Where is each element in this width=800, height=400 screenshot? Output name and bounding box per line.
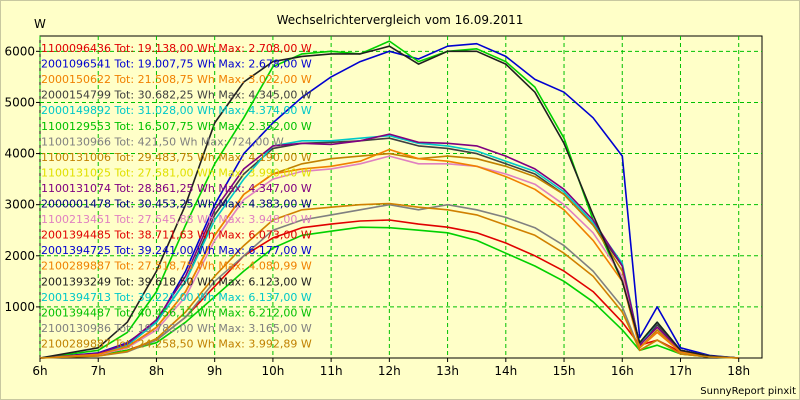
- legend-entry: 2000150622 Tot: 21.508,75 Wh Max: 3.022,…: [41, 73, 312, 86]
- x-tick-label: 11h: [320, 364, 343, 378]
- x-tick-label: 18h: [727, 364, 750, 378]
- legend-entry: 2001393249 Tot: 39.618,50 Wh Max: 6.123,…: [41, 275, 312, 288]
- x-tick-label: 10h: [261, 364, 284, 378]
- legend: 1100096436 Tot: 19.138,00 Wh Max: 2.708,…: [41, 42, 312, 350]
- legend-entry: 1100213451 Tot: 27.545,88 Wh Max: 3.948,…: [41, 213, 312, 226]
- x-tick-label: 17h: [669, 364, 692, 378]
- legend-entry: 2000154799 Tot: 30.682,25 Wh Max: 4.345,…: [41, 89, 312, 102]
- legend-entry: 1100129553 Tot: 16.507,75 Wh Max: 2.352,…: [41, 120, 312, 133]
- x-tick-label: 6h: [32, 364, 47, 378]
- x-tick-label: 16h: [611, 364, 634, 378]
- y-tick-label: 1000: [4, 300, 35, 314]
- x-tick-label: 8h: [149, 364, 164, 378]
- series-group: [39, 40, 739, 359]
- y-tick-label: 5000: [4, 95, 35, 109]
- legend-entry: 2001394487 Tot: 40.456,13 Wh Max: 6.212,…: [41, 306, 312, 319]
- y-tick-label: 4000: [4, 147, 35, 161]
- legend-entry: 2000001478 Tot: 30.453,25 Wh Max: 4.383,…: [41, 198, 312, 211]
- x-tick-label: 14h: [494, 364, 517, 378]
- y-tick-label: 3000: [4, 198, 35, 212]
- series-line-10: [39, 45, 739, 359]
- axes: 6h 7h 8h 9h 10h 11h 12h 13h 14h 15h 16h 17h 18h 1000 2…: [4, 44, 750, 378]
- x-tick-label: 12h: [378, 364, 401, 378]
- legend-entry: 1100131025 Tot: 27.581,00 Wh Max: 3.990,…: [41, 166, 312, 179]
- x-tick-label: 13h: [436, 364, 459, 378]
- legend-entry: 1100130966 Tot: 421,50 Wh Max: 724,00 W: [41, 135, 284, 148]
- legend-entry: 2000149892 Tot: 31.028,00 Wh Max: 4.374,…: [41, 104, 312, 117]
- x-tick-label: 9h: [207, 364, 222, 378]
- footer-credit: SunnyReport pinxit: [700, 386, 796, 397]
- legend-entry: 2100289887 Tot: 27.518,75 Wh Max: 4.080,…: [41, 260, 312, 273]
- grid: [39, 36, 762, 358]
- legend-entry: 1100131006 Tot: 29.483,75 Wh Max: 4.190,…: [41, 151, 312, 164]
- y-axis-label: W: [34, 17, 46, 31]
- y-tick-label: 2000: [4, 249, 35, 263]
- legend-entry: 2100130986 Tot: 19.783,00 Wh Max: 3.165,…: [41, 322, 312, 335]
- series-line-9: [39, 148, 739, 359]
- legend-entry: 2001394725 Tot: 39.241,00 Wh Max: 6.177,…: [41, 244, 312, 257]
- legend-entry: 2001394713 Tot: 39.221,00 Wh Max: 6.137,…: [41, 291, 312, 304]
- series-line-12: [39, 202, 739, 359]
- legend-entry: 2001394485 Tot: 38.711,63 Wh Max: 6.073,…: [41, 229, 312, 242]
- legend-entry: 2001096541 Tot: 19.007,75 Wh Max: 2.678,…: [41, 58, 312, 71]
- legend-entry: 1100096436 Tot: 19.138,00 Wh Max: 2.708,…: [41, 42, 312, 55]
- plot-area: [39, 35, 763, 359]
- legend-entry: 2100289887 Tot: 24.258,50 Wh Max: 3.992,…: [41, 337, 312, 350]
- chart-title: Wechselrichtervergleich vom 16.09.2011: [277, 13, 524, 27]
- x-tick-label: 7h: [91, 364, 106, 378]
- legend-entry: 1100131074 Tot: 28.861,25 Wh Max: 4.347,…: [41, 182, 312, 195]
- series-line-1: [39, 42, 739, 359]
- y-tick-label: 6000: [4, 44, 35, 58]
- x-tick-label: 15h: [553, 364, 576, 378]
